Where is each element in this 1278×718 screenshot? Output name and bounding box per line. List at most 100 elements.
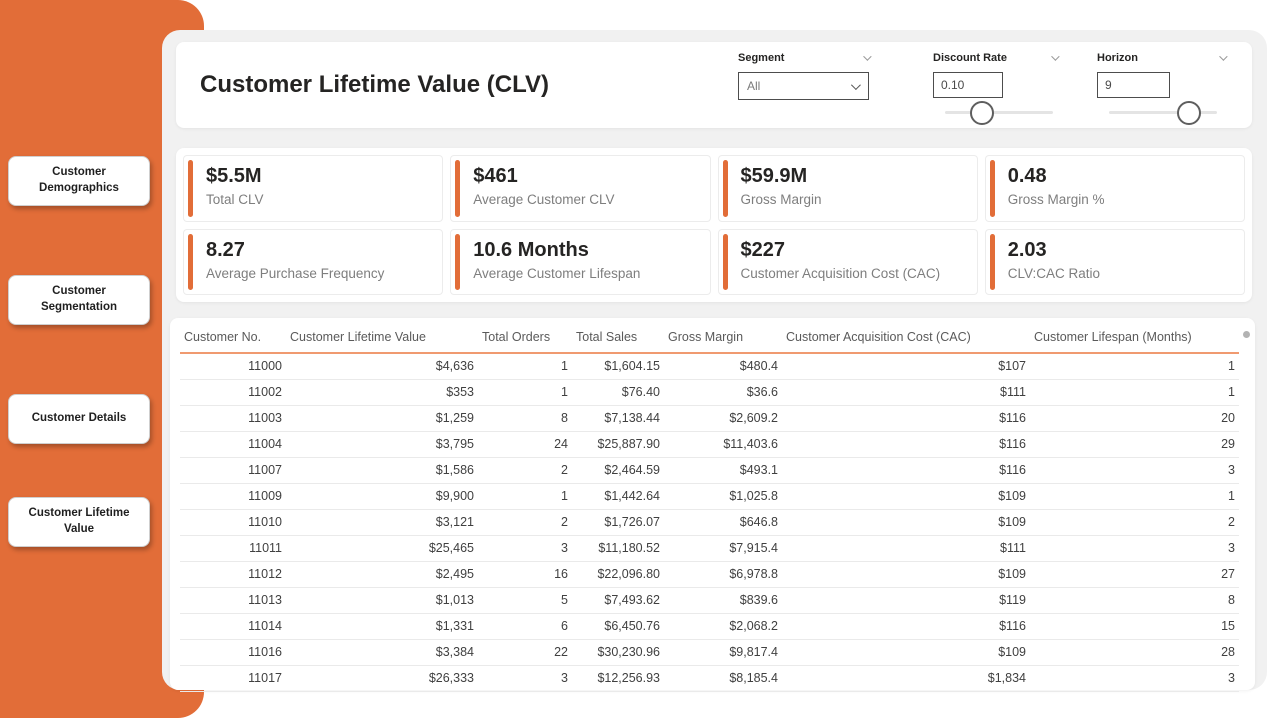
table-cell: $25,465 — [286, 535, 478, 562]
kpi-value: 2.03 — [1007, 238, 1047, 261]
table-row[interactable]: 11011 $25,465 3 $11,180.52 $7,915.4 $111 3 — [180, 535, 1239, 562]
table-cell: $9,817.4 — [664, 639, 782, 666]
column-header[interactable]: Gross Margin — [664, 320, 782, 354]
column-header[interactable]: Customer No. — [180, 320, 286, 354]
table-cell: 27 — [1030, 561, 1239, 588]
table-cell: 6 — [478, 613, 572, 640]
table-row[interactable]: 11010 $3,121 2 $1,726.07 $646.8 $109 2 — [180, 509, 1239, 536]
table-cell: $11,403.6 — [664, 431, 782, 458]
table-cell: 11016 — [180, 639, 286, 666]
scrollbar-thumb[interactable] — [1243, 331, 1250, 338]
table-cell: $109 — [782, 561, 1030, 588]
segment-dropdown[interactable]: All — [738, 72, 869, 100]
table-cell: $6,450.76 — [572, 613, 664, 640]
chevron-down-icon[interactable] — [1219, 52, 1228, 61]
segment-dropdown-value: All — [747, 79, 761, 93]
table-cell: $109 — [782, 509, 1030, 536]
table-cell: 11011 — [180, 535, 286, 562]
kpi-label: CLV:CAC Ratio — [1007, 265, 1101, 281]
table-cell: 5 — [478, 587, 572, 614]
table-cell: 1 — [1030, 379, 1239, 406]
table-row[interactable]: 11002 $353 1 $76.40 $36.6 $111 1 — [180, 379, 1239, 406]
table-row[interactable]: 11007 $1,586 2 $2,464.59 $493.1 $116 3 — [180, 457, 1239, 484]
discount-rate-input[interactable] — [933, 72, 1003, 98]
table-cell: $7,138.44 — [572, 405, 664, 432]
clv-table: Customer No. Customer Lifetime Value Total… — [180, 320, 1239, 692]
table-row[interactable]: 11014 $1,331 6 $6,450.76 $2,068.2 $116 15 — [180, 613, 1239, 640]
table-cell: $12,256.93 — [572, 665, 664, 692]
kpi-label: Average Purchase Frequency — [206, 265, 385, 281]
table-row[interactable]: 11012 $2,495 16 $22,096.80 $6,978.8 $109 27 — [180, 561, 1239, 588]
chevron-down-icon[interactable] — [863, 52, 872, 61]
table-row[interactable]: 11016 $3,384 22 $30,230.96 $9,817.4 $109 28 — [180, 639, 1239, 666]
table-cell: 11003 — [180, 405, 286, 432]
column-header[interactable]: Customer Lifespan (Months) — [1030, 320, 1239, 354]
table-row[interactable]: 11003 $1,259 8 $7,138.44 $2,609.2 $116 20 — [180, 405, 1239, 432]
table-cell: 24 — [478, 431, 572, 458]
kpi-label: Average Customer CLV — [473, 192, 615, 207]
column-header[interactable]: Total Orders — [478, 320, 572, 354]
table-row[interactable]: 11017 $26,333 3 $12,256.93 $8,185.4 $1,834 3 — [180, 665, 1239, 692]
table-cell: 8 — [1030, 587, 1239, 614]
slider-handle[interactable] — [1176, 101, 1201, 125]
table-cell: 3 — [478, 535, 572, 562]
table-cell: $2,495 — [286, 561, 478, 588]
kpi-label: Gross Margin — [740, 192, 822, 207]
slider-track — [1109, 111, 1217, 114]
table-cell: $25,887.90 — [572, 431, 664, 458]
table-cell: $30,230.96 — [572, 639, 664, 666]
column-header[interactable]: Total Sales — [572, 320, 664, 354]
table-row[interactable]: 11000 $4,636 1 $1,604.15 $480.4 $107 1 — [180, 353, 1239, 380]
table-cell: $9,900 — [286, 483, 478, 510]
kpi-label: Customer Acquisition Cost (CAC) — [740, 265, 941, 281]
sidebar-item-customer-demographics[interactable]: Customer Demographics — [8, 156, 150, 206]
kpi-card-customer-acquisition-cost: $227 Customer Acquisition Cost (CAC) — [717, 228, 978, 295]
table-cell: $7,915.4 — [664, 535, 782, 562]
table-cell: 1 — [478, 483, 572, 510]
slider-handle[interactable] — [969, 101, 994, 125]
table-cell: $116 — [782, 405, 1030, 432]
table-row[interactable]: 11004 $3,795 24 $25,887.90 $11,403.6 $116 29 — [180, 431, 1239, 458]
discount-rate-slider[interactable] — [945, 101, 1053, 125]
table-cell: 11009 — [180, 483, 286, 510]
kpi-value: $59.9M — [740, 165, 808, 187]
sidebar-item-customer-lifetime-value[interactable]: Customer Lifetime Value — [8, 497, 150, 547]
table-cell: $111 — [782, 535, 1030, 562]
table-cell: $36.6 — [664, 379, 782, 406]
table-cell: $1,025.8 — [664, 483, 782, 510]
kpi-card-total-clv: $5.5M Total CLV — [183, 155, 444, 222]
table-row[interactable]: 11013 $1,013 5 $7,493.62 $839.6 $119 8 — [180, 587, 1239, 614]
table-cell: $1,604.15 — [572, 353, 664, 380]
chevron-down-icon[interactable] — [1051, 52, 1060, 61]
table-cell: $2,464.59 — [572, 457, 664, 484]
table-cell: 22 — [478, 639, 572, 666]
horizon-slicer-label: Horizon — [1097, 52, 1138, 64]
table-cell: $839.6 — [664, 587, 782, 614]
table-header-row: Customer No. Customer Lifetime Value Total… — [180, 320, 1239, 354]
table-cell: $3,121 — [286, 509, 478, 536]
kpi-label: Total CLV — [206, 192, 264, 207]
table-cell: $2,068.2 — [664, 613, 782, 640]
column-header[interactable]: Customer Lifetime Value — [286, 320, 478, 354]
kpi-value: 10.6 Months — [473, 238, 589, 261]
segment-slicer: Segment All — [738, 50, 872, 126]
table-cell: $353 — [286, 379, 478, 406]
horizon-input[interactable] — [1097, 72, 1170, 98]
table-cell: 1 — [1030, 483, 1239, 510]
table-cell: $116 — [782, 431, 1030, 458]
table-cell: 1 — [1030, 353, 1239, 380]
table-cell: 11007 — [180, 457, 286, 484]
column-header[interactable]: Customer Acquisition Cost (CAC) — [782, 320, 1030, 354]
kpi-value: 0.48 — [1007, 165, 1047, 187]
table-row[interactable]: 11009 $9,900 1 $1,442.64 $1,025.8 $109 1 — [180, 483, 1239, 510]
kpi-label: Gross Margin % — [1007, 192, 1105, 207]
kpi-card-gross-margin: $59.9M Gross Margin — [717, 155, 978, 222]
table-cell: $3,795 — [286, 431, 478, 458]
table-cell: $11,180.52 — [572, 535, 664, 562]
segment-slicer-label: Segment — [738, 52, 785, 64]
horizon-slicer: Horizon — [1097, 50, 1228, 126]
table-cell: $6,978.8 — [664, 561, 782, 588]
sidebar-item-customer-segmentation[interactable]: Customer Segmentation — [8, 275, 150, 325]
horizon-slider[interactable] — [1109, 101, 1217, 125]
sidebar-item-customer-details[interactable]: Customer Details — [8, 394, 150, 444]
